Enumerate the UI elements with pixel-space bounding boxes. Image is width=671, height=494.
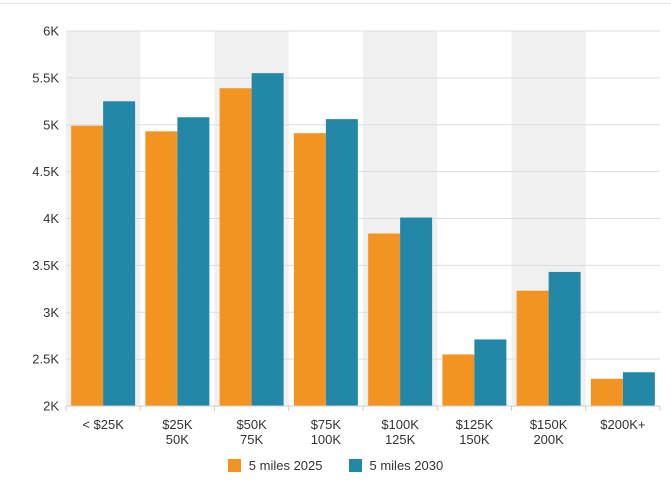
x-tick-label: $75K	[311, 417, 342, 432]
x-tick-label: 100K	[311, 432, 342, 447]
x-tick-label: $100K	[381, 417, 419, 432]
legend-swatch-2030	[348, 459, 362, 472]
y-tick-label: 5K	[43, 117, 59, 132]
bar-2030	[548, 271, 581, 406]
x-tick-label: 125K	[385, 432, 416, 447]
legend-item-2030[interactable]: 5 miles 2030	[348, 458, 444, 473]
legend-swatch-2025	[227, 459, 241, 472]
y-tick-label: 6K	[43, 24, 59, 39]
x-tick-label: $25K	[162, 417, 193, 432]
x-tick-label: $50K	[236, 417, 267, 432]
bar-2025	[219, 88, 252, 406]
x-tick-label: 200K	[533, 432, 564, 447]
bar-2025	[442, 354, 475, 406]
x-tick-label: $150K	[530, 417, 568, 432]
bar-2025	[516, 290, 549, 406]
x-tick-label: < $25K	[82, 417, 124, 432]
bar-2025	[145, 131, 178, 406]
y-tick-label: 2.5K	[32, 352, 59, 367]
bar-2030	[474, 339, 507, 406]
bar-2030	[103, 101, 136, 406]
x-tick-label: 50K	[166, 432, 189, 447]
bar-2030	[177, 117, 210, 406]
y-tick-label: 5.5K	[32, 70, 59, 85]
y-tick-label: 4.5K	[32, 164, 59, 179]
bar-2030	[251, 73, 284, 406]
x-tick-label: 75K	[240, 432, 263, 447]
bar-2030	[400, 217, 433, 406]
y-tick-label: 3.5K	[32, 258, 59, 273]
bar-2030	[325, 119, 358, 406]
bar-2030	[622, 372, 655, 406]
legend-label-2030: 5 miles 2030	[369, 458, 444, 473]
bar-2025	[293, 133, 326, 406]
y-tick-label: 3K	[43, 305, 59, 320]
y-tick-label: 4K	[43, 211, 59, 226]
bar-2025	[368, 233, 401, 406]
bar-2025	[590, 378, 623, 406]
top-border	[0, 3, 671, 4]
bar-2025	[71, 125, 104, 406]
x-tick-label: $125K	[456, 417, 494, 432]
legend-item-2025[interactable]: 5 miles 2025	[227, 458, 323, 473]
y-tick-label: 2K	[43, 399, 59, 414]
x-tick-label: 150K	[459, 432, 490, 447]
legend-label-2025: 5 miles 2025	[248, 458, 323, 473]
chart-legend: 5 miles 2025 5 miles 2030	[0, 458, 671, 473]
x-tick-label: $200K+	[600, 417, 645, 432]
